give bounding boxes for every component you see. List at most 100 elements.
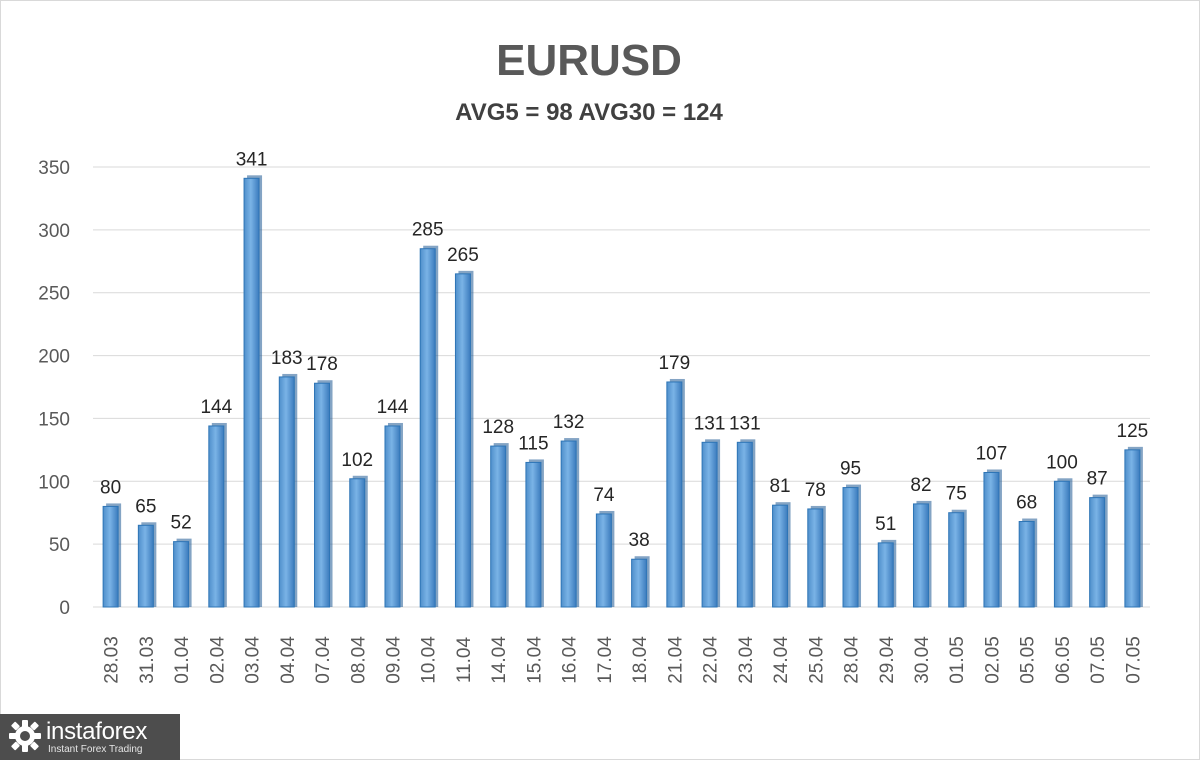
- instaforex-logo: instaforex Instant Forex Trading: [0, 714, 180, 760]
- bar: [701, 441, 718, 608]
- data-label: 102: [341, 450, 373, 471]
- y-tick-label: 50: [49, 535, 70, 556]
- bar: [208, 425, 225, 608]
- data-label: 82: [910, 475, 931, 496]
- x-tick-label: 28.03: [102, 636, 123, 684]
- bars: [102, 175, 1143, 608]
- bar: [807, 508, 824, 608]
- bar: [666, 381, 683, 608]
- x-tick-label: 07.04: [313, 636, 334, 684]
- bar: [772, 504, 789, 608]
- data-label: 75: [946, 484, 967, 505]
- data-label: 51: [875, 514, 896, 535]
- bar: [1018, 521, 1035, 608]
- bar: [454, 273, 471, 608]
- bar: [983, 471, 1000, 608]
- data-label: 128: [482, 417, 514, 438]
- bar-chart: 0 50 100 150 200 250 300 350 80 65 52 144 341 183 178…: [38, 149, 1150, 684]
- x-tick-label: 09.04: [383, 636, 404, 684]
- x-tick-label: 07.05: [1088, 636, 1109, 684]
- y-tick-label: 300: [38, 221, 70, 242]
- bar: [877, 542, 894, 608]
- x-tick-label: 22.04: [701, 636, 722, 684]
- bar: [948, 512, 965, 608]
- data-label: 100: [1046, 452, 1078, 473]
- data-label: 341: [236, 149, 268, 170]
- x-tick-label: 03.04: [243, 636, 264, 684]
- x-tick-label: 24.04: [771, 636, 792, 684]
- bar: [349, 478, 366, 608]
- logo-wordmark: instaforex: [46, 718, 148, 745]
- y-tick-label: 0: [59, 598, 70, 619]
- bar: [912, 503, 929, 608]
- bar: [525, 461, 542, 608]
- y-tick-label: 150: [38, 409, 70, 430]
- data-label: 74: [593, 485, 615, 506]
- data-label: 38: [629, 530, 650, 551]
- bar: [102, 505, 119, 608]
- bar: [560, 440, 577, 608]
- bar: [631, 558, 648, 608]
- data-label: 131: [694, 413, 726, 434]
- data-label: 179: [658, 353, 690, 374]
- data-label: 81: [769, 476, 790, 497]
- y-tick-label: 250: [38, 284, 70, 305]
- x-tick-label: 01.04: [172, 636, 193, 684]
- data-label: 65: [135, 496, 156, 517]
- bar: [595, 513, 612, 608]
- bar: [137, 524, 154, 608]
- data-label: 132: [553, 412, 585, 433]
- x-tick-label: 17.04: [595, 636, 616, 684]
- x-tick-label: 29.04: [877, 636, 898, 684]
- x-tick-label: 02.04: [207, 636, 228, 684]
- data-label: 107: [976, 443, 1008, 464]
- bar: [278, 376, 295, 608]
- x-axis-ticks: 28.03 31.03 01.04 02.04 03.04 04.04 07.04 08.04…: [102, 636, 1145, 684]
- x-tick-label: 04.04: [278, 636, 299, 684]
- x-tick-label: 08.04: [348, 636, 369, 684]
- data-label: 52: [171, 513, 192, 534]
- x-tick-label: 10.04: [419, 636, 440, 684]
- data-label: 68: [1016, 493, 1037, 514]
- x-tick-label: 11.04: [454, 637, 475, 684]
- x-tick-label: 18.04: [630, 636, 651, 684]
- x-tick-label: 15.04: [524, 636, 545, 684]
- x-tick-label: 28.04: [842, 636, 863, 684]
- bar: [419, 248, 436, 608]
- x-tick-label: 07.05: [1123, 636, 1144, 684]
- data-label: 80: [100, 477, 121, 498]
- x-tick-label: 01.05: [947, 636, 968, 684]
- data-label: 131: [729, 413, 761, 434]
- data-label: 125: [1117, 421, 1149, 442]
- x-tick-label: 02.05: [982, 636, 1003, 684]
- x-tick-label: 31.03: [137, 636, 158, 684]
- data-label: 183: [271, 348, 303, 369]
- x-tick-label: 16.04: [560, 636, 581, 684]
- data-label: 144: [200, 397, 232, 418]
- x-tick-label: 06.05: [1053, 636, 1074, 684]
- data-label: 87: [1087, 469, 1108, 490]
- bar: [384, 425, 401, 608]
- y-axis-ticks: 0 50 100 150 200 250 300 350: [38, 158, 70, 619]
- y-tick-label: 100: [38, 472, 70, 493]
- y-tick-label: 350: [38, 158, 70, 179]
- x-tick-label: 23.04: [736, 636, 757, 684]
- data-label: 78: [805, 480, 826, 501]
- bar: [173, 541, 190, 608]
- x-tick-label: 25.04: [806, 636, 827, 684]
- data-label: 285: [412, 220, 444, 241]
- bar: [1053, 480, 1070, 608]
- bar: [1089, 497, 1106, 608]
- logo-tagline: Instant Forex Trading: [48, 744, 143, 755]
- data-label: 95: [840, 459, 861, 480]
- x-tick-label: 14.04: [489, 636, 510, 684]
- chart-subtitle: AVG5 = 98 AVG30 = 124: [455, 99, 723, 126]
- x-tick-label: 30.04: [912, 636, 933, 684]
- bar: [314, 382, 331, 608]
- bar: [243, 177, 260, 608]
- bar: [490, 445, 507, 608]
- gridlines: [93, 166, 1150, 608]
- x-tick-label: 05.05: [1018, 636, 1039, 684]
